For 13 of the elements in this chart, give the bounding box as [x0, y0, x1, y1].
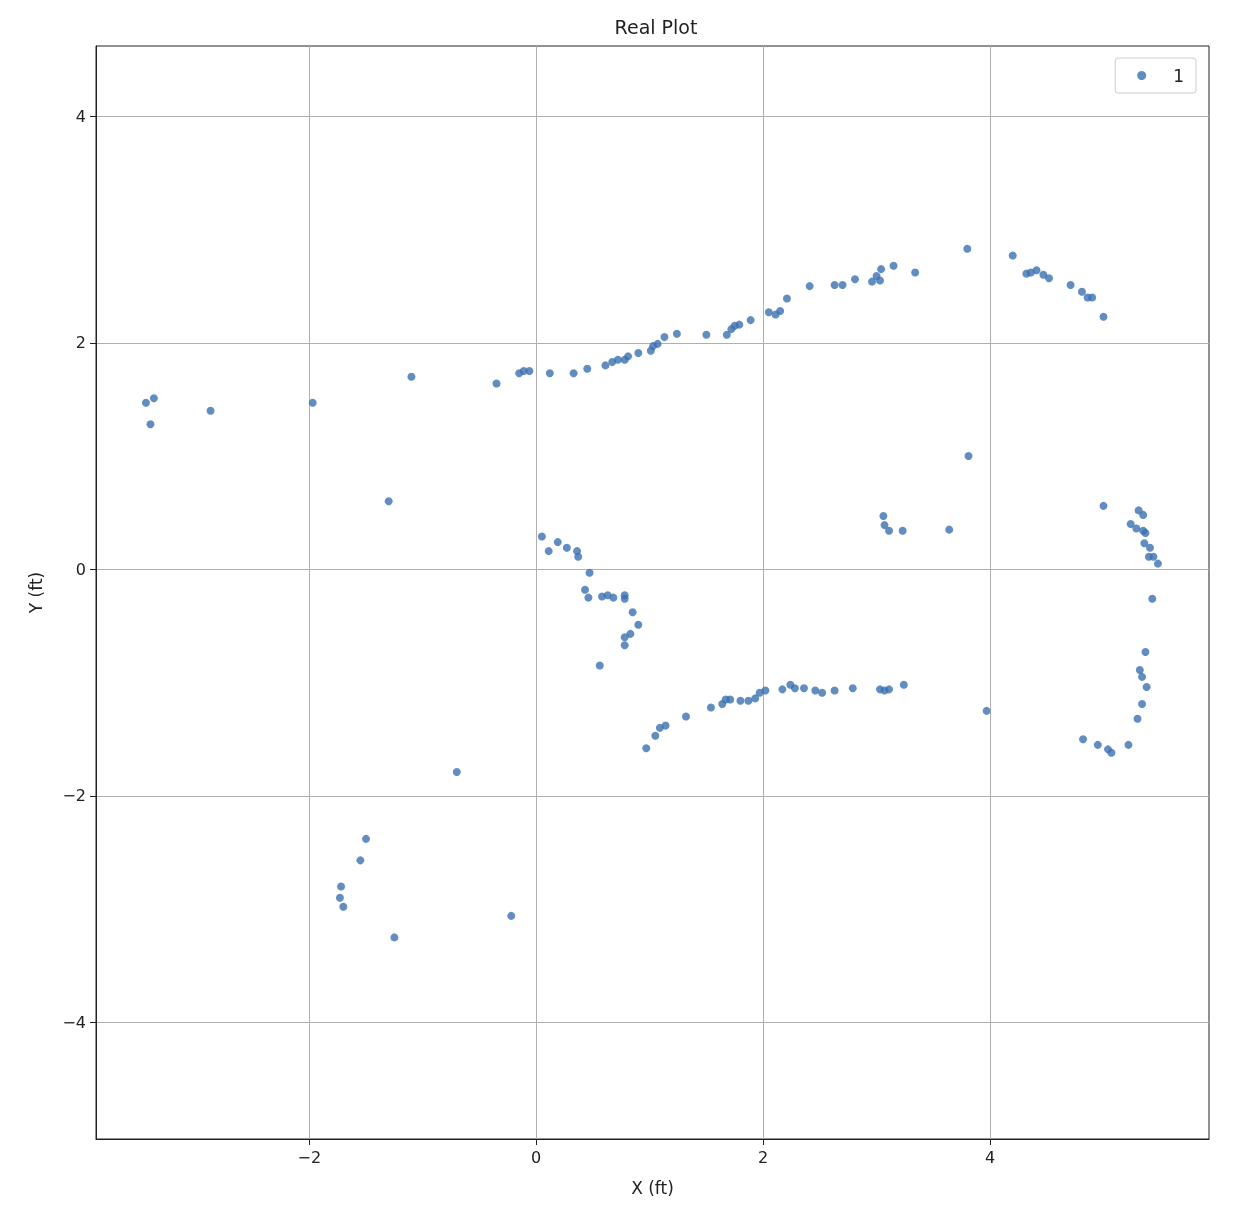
x-tick-label: 2	[758, 1147, 769, 1167]
legend-label: 1	[1173, 65, 1185, 86]
y-axis-title: Y (ft)	[25, 571, 46, 615]
chart-title: Real Plot	[614, 15, 698, 38]
x-tick-label: 0	[531, 1147, 542, 1167]
y-tick-label: −4	[62, 1012, 86, 1032]
x-axis-title: X (ft)	[631, 1177, 674, 1198]
y-tick-label: 0	[75, 559, 86, 579]
x-tick-label: −2	[297, 1147, 322, 1167]
y-tick-label: 2	[75, 333, 86, 353]
y-tick-label: −2	[62, 786, 86, 806]
x-tick-label: 4	[984, 1147, 996, 1167]
y-tick-label: 4	[75, 106, 86, 126]
